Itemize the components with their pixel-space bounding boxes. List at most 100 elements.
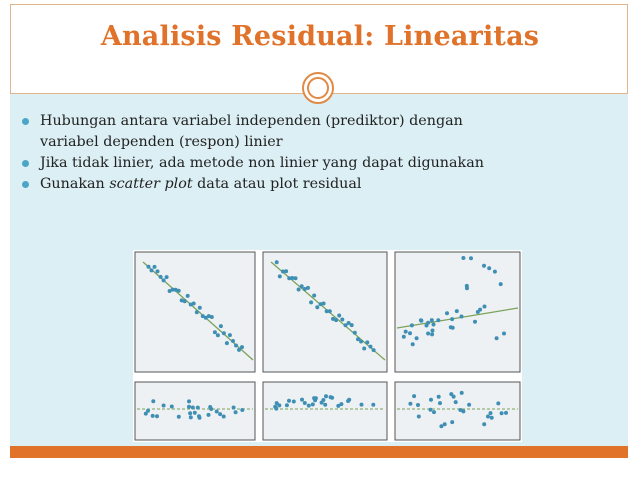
data-point bbox=[346, 321, 351, 325]
slide-title: Analisis Residual: Linearitas bbox=[100, 21, 540, 52]
data-point bbox=[315, 305, 320, 310]
data-point bbox=[164, 275, 169, 280]
residual-point bbox=[486, 414, 490, 419]
data-point bbox=[426, 331, 431, 336]
data-point bbox=[146, 264, 151, 269]
circle-ornament-icon bbox=[302, 72, 334, 104]
residual-point bbox=[442, 422, 447, 427]
residual-point bbox=[458, 408, 463, 412]
data-point bbox=[482, 304, 487, 309]
residual-point bbox=[208, 405, 213, 409]
residual-point bbox=[195, 405, 200, 410]
data-point bbox=[465, 286, 469, 291]
residual-point bbox=[188, 411, 193, 416]
data-point bbox=[429, 318, 434, 323]
data-point bbox=[212, 330, 217, 335]
residual-point bbox=[287, 398, 291, 403]
data-point bbox=[430, 332, 435, 337]
residual-point bbox=[432, 410, 436, 415]
residual-point bbox=[488, 411, 493, 416]
data-point bbox=[167, 289, 172, 293]
bullet-text-prefix: Gunakan bbox=[40, 176, 110, 192]
residual-point bbox=[306, 403, 311, 408]
data-point bbox=[349, 323, 354, 328]
data-point bbox=[450, 325, 455, 330]
circle-ornament-inner bbox=[307, 77, 329, 99]
data-point bbox=[371, 348, 376, 353]
residual-point bbox=[231, 405, 236, 410]
bottom-accent-bar bbox=[10, 446, 628, 458]
data-point bbox=[331, 316, 335, 321]
data-point bbox=[197, 305, 202, 310]
data-point bbox=[176, 288, 181, 293]
residual-point bbox=[218, 412, 223, 417]
data-point bbox=[337, 313, 342, 318]
residual-point bbox=[310, 402, 315, 407]
data-point bbox=[321, 301, 326, 306]
data-point bbox=[158, 274, 163, 279]
residual-point bbox=[161, 403, 166, 408]
data-point bbox=[309, 300, 314, 305]
bullet-item: Hubungan antara variabel independen (pre… bbox=[22, 111, 622, 153]
residual-point bbox=[429, 397, 433, 402]
residual-point bbox=[284, 403, 289, 408]
data-point bbox=[487, 266, 492, 271]
residual-point bbox=[453, 400, 458, 405]
residual-point bbox=[336, 403, 341, 408]
data-point bbox=[365, 340, 370, 345]
data-point bbox=[312, 293, 317, 298]
data-point bbox=[152, 264, 157, 269]
data-point bbox=[454, 309, 459, 314]
data-point bbox=[296, 287, 301, 292]
bullet-text-suffix: data atau plot residual bbox=[192, 176, 362, 192]
data-point bbox=[155, 269, 160, 274]
residual-point bbox=[277, 403, 282, 408]
residual-point bbox=[190, 405, 195, 410]
data-point bbox=[410, 342, 415, 347]
data-point bbox=[170, 287, 175, 292]
residual-point bbox=[313, 396, 318, 401]
data-point bbox=[149, 268, 154, 273]
data-point bbox=[224, 341, 229, 346]
data-point bbox=[445, 311, 449, 316]
residual-point bbox=[451, 394, 456, 399]
data-point bbox=[302, 287, 307, 291]
residual-point bbox=[221, 414, 226, 419]
data-point bbox=[173, 287, 178, 292]
residual-point bbox=[416, 403, 420, 407]
bullet-dot-icon bbox=[22, 181, 29, 188]
residual-point bbox=[499, 411, 504, 416]
residual-point bbox=[169, 404, 174, 409]
data-point bbox=[368, 344, 373, 349]
residual-point bbox=[233, 410, 238, 415]
data-point bbox=[182, 299, 187, 304]
data-point bbox=[218, 324, 223, 329]
residual-point bbox=[436, 394, 441, 399]
residual-panel bbox=[262, 381, 388, 441]
residual-point bbox=[504, 410, 508, 415]
data-point bbox=[352, 330, 357, 335]
data-point bbox=[492, 269, 497, 274]
data-point bbox=[327, 309, 332, 314]
residual-point bbox=[176, 414, 181, 419]
data-point bbox=[482, 263, 486, 268]
data-point bbox=[418, 318, 423, 323]
data-point bbox=[430, 328, 435, 333]
data-point bbox=[215, 333, 220, 338]
residual-point bbox=[302, 401, 307, 405]
data-point bbox=[461, 256, 466, 260]
residual-point bbox=[274, 401, 279, 406]
data-point bbox=[161, 278, 166, 283]
data-point bbox=[473, 319, 477, 324]
data-point bbox=[431, 322, 436, 327]
bullet-text-italic: scatter plot bbox=[109, 176, 193, 192]
residual-point bbox=[412, 394, 417, 399]
data-point bbox=[409, 323, 414, 328]
bullet-list: Hubungan antara variabel independen (pre… bbox=[22, 111, 622, 195]
data-point bbox=[203, 315, 208, 320]
data-point bbox=[324, 309, 329, 314]
residual-point bbox=[187, 399, 191, 404]
residual-point bbox=[291, 399, 296, 404]
data-point bbox=[459, 314, 464, 319]
data-point bbox=[237, 347, 241, 352]
